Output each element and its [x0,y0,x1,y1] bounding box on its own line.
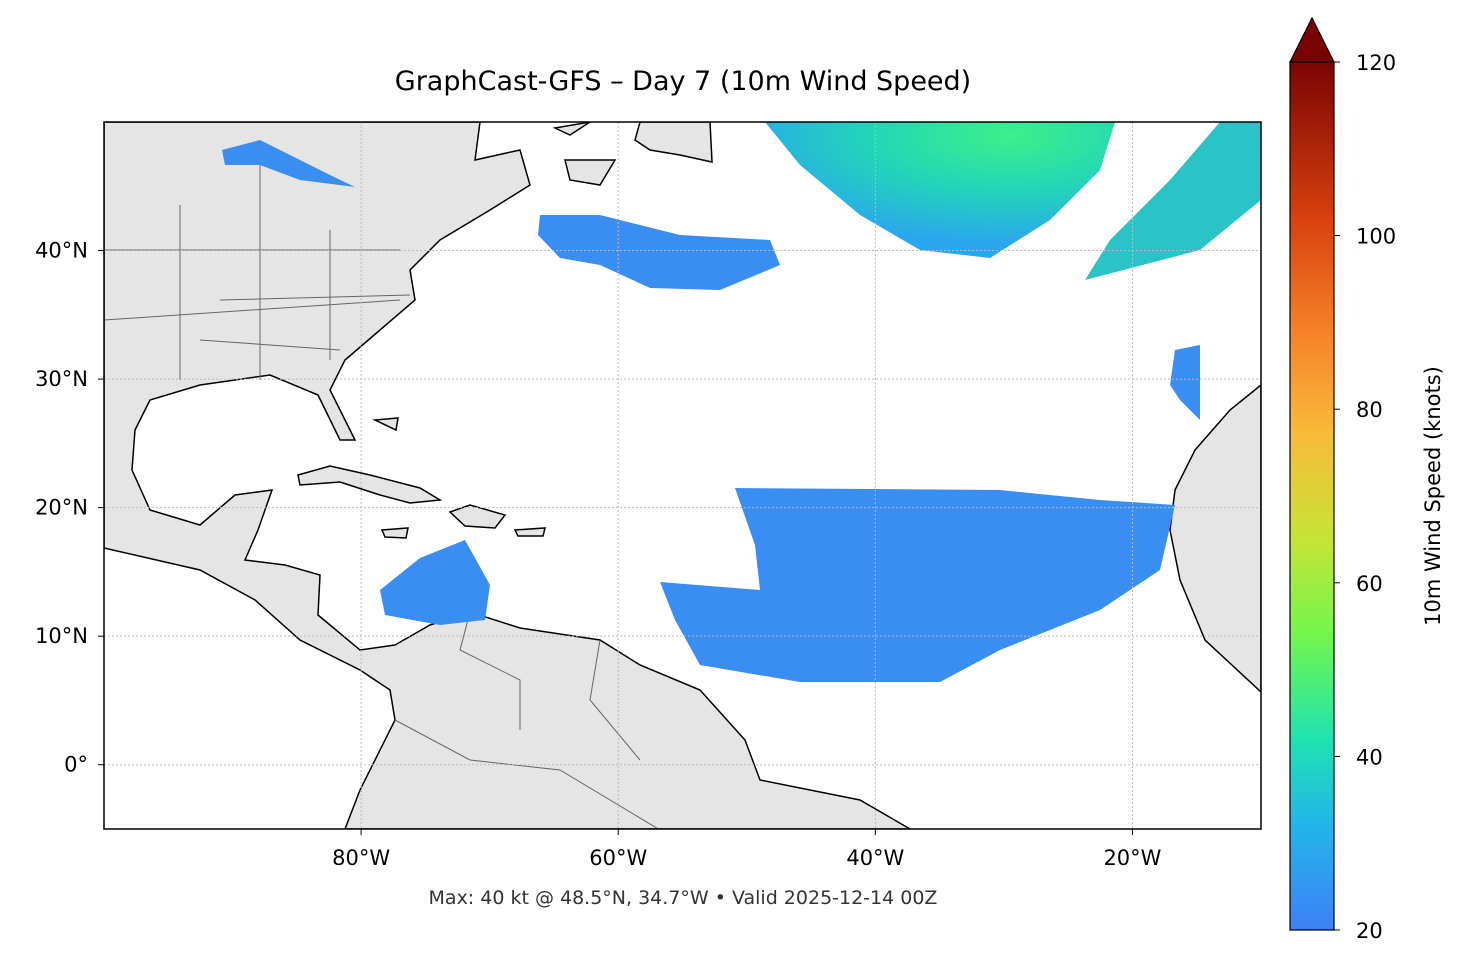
island [297,417,546,539]
x-tick-label: 60°W [589,846,647,870]
colorbar-tick-label: 60 [1356,572,1383,596]
map-title: GraphCast-GFS – Day 7 (10m Wind Speed) [395,66,971,97]
colorbar-tick-label: 20 [1356,919,1383,943]
y-tick-label: 0° [64,753,88,777]
y-tick-label: 10°N [35,624,88,648]
grid [104,122,1261,829]
colorbar-tick-label: 120 [1356,51,1396,75]
land [1169,384,1261,694]
colorbar [1289,61,1335,931]
wind-field [222,122,1261,682]
y-tick-label: 30°N [35,367,88,391]
y-tick-label: 20°N [35,496,88,520]
x-tick-label: 80°W [332,846,390,870]
colorbar-tick-label: 40 [1356,745,1383,769]
x-tick-label: 20°W [1103,846,1161,870]
map-area [104,122,1261,829]
annotation: Max: 40 kt @ 48.5°N, 34.7°W • Valid 2025… [429,887,938,909]
y-tick-label: 40°N [35,239,88,263]
colorbar-extend [1289,16,1335,63]
colorbar-tick-label: 80 [1356,398,1383,422]
land [104,122,912,829]
borders [104,160,660,829]
colorbar-tick-label: 100 [1356,225,1396,249]
land [552,122,713,186]
x-tick-label: 40°W [846,846,904,870]
map-frame [103,121,1262,830]
colorbar-label: 10m Wind Speed (knots) [1421,366,1445,626]
